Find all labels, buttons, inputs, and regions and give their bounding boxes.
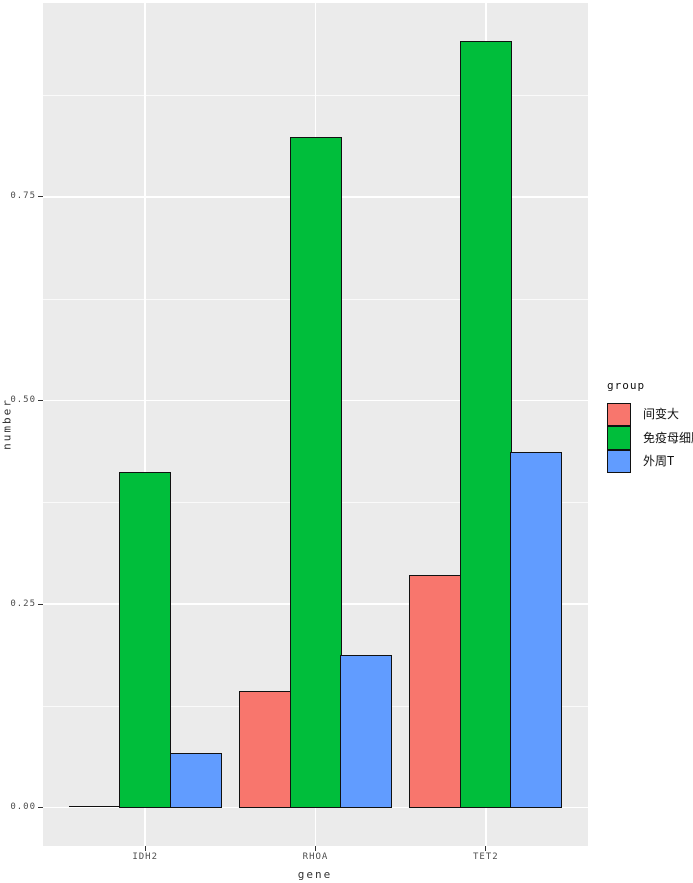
bar-TET2-免疫母细胞 <box>459 41 512 808</box>
y-tick-label: 0.00 <box>10 802 36 813</box>
legend-swatch <box>607 402 631 427</box>
legend-item-间变大: 间变大 <box>607 402 693 427</box>
y-tick-mark <box>38 196 43 198</box>
plot-panel <box>43 3 588 846</box>
legend-swatch <box>607 449 631 473</box>
legend-swatch <box>607 426 631 450</box>
bar-IDH2-间变大 <box>68 806 121 808</box>
y-tick-label: 0.25 <box>10 598 36 609</box>
bar-RHOA-外周T <box>340 654 392 808</box>
x-tick-label: RHOA <box>302 852 329 862</box>
x-tick-label: IDH2 <box>132 852 159 862</box>
x-tick-mark <box>485 846 487 851</box>
x-tick-mark <box>144 846 146 851</box>
legend-item-免疫母细胞: 免疫母细胞 <box>607 425 693 450</box>
legend-label: 外周T <box>643 453 675 468</box>
bar-RHOA-免疫母细胞 <box>289 136 342 808</box>
gridline-major-x <box>144 3 146 846</box>
bar-TET2-间变大 <box>409 574 462 808</box>
bar-RHOA-间变大 <box>239 691 291 808</box>
legend: group 间变大免疫母细胞外周T <box>607 379 693 473</box>
legend-item-外周T: 外周T <box>607 449 693 473</box>
y-tick-mark <box>38 603 43 605</box>
y-tick-label: 0.50 <box>10 394 36 405</box>
x-tick-mark <box>315 846 316 851</box>
legend-label: 免疫母细胞 <box>643 430 693 445</box>
legend-label: 间变大 <box>643 407 680 422</box>
x-tick-label: TET2 <box>472 852 499 862</box>
bar-IDH2-免疫母细胞 <box>119 472 172 808</box>
bar-TET2-外周T <box>510 451 563 808</box>
x-axis-title: gene <box>297 868 333 881</box>
bar-IDH2-外周T <box>169 753 222 808</box>
y-tick-mark <box>38 807 43 809</box>
y-tick-mark <box>38 399 43 401</box>
y-tick-label: 0.75 <box>10 191 36 202</box>
legend-title: group <box>607 379 646 392</box>
y-axis-title: number <box>0 398 14 450</box>
legend-items: 间变大免疫母细胞外周T <box>607 402 693 473</box>
